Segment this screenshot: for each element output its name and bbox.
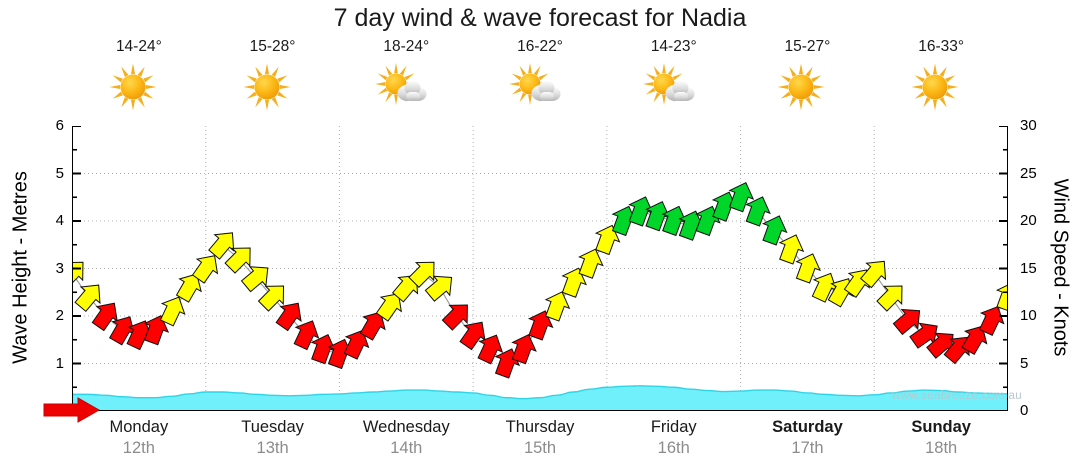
day-temperature-range: 15-28° [249, 38, 296, 55]
day-header-wednesday: 18-24° [339, 36, 473, 128]
day-temperature-range: 16-33° [918, 38, 965, 55]
sunny-icon [108, 62, 170, 114]
day-temperature-range: 16-22° [517, 38, 563, 55]
partly-cloudy-icon [509, 62, 571, 114]
y-tick-right: 10 [1020, 307, 1037, 324]
day-name-label: Saturday [772, 418, 843, 436]
day-name-label: Sunday [911, 418, 971, 436]
page-title: 7 day wind & wave forecast for Nadia [333, 4, 747, 32]
day-header-saturday: 15-27° [741, 36, 875, 128]
plot-area [72, 126, 1008, 411]
day-header-strip: 14-24° 15-28° 18-24° 16-22° 14-23° 15-27° 16-3… [72, 36, 1008, 128]
day-date-label: 18th [925, 439, 958, 457]
day-footer-tuesday: Tuesday 13th [206, 416, 340, 472]
day-footer-monday: Monday 12th [72, 416, 206, 472]
now-marker-icon [43, 397, 101, 423]
y-tick-right: 30 [1020, 117, 1037, 134]
y-tick-left: 2 [55, 307, 64, 324]
day-temperature-range: 18-24° [383, 38, 430, 55]
day-name-label: Thursday [505, 418, 575, 436]
sunny-icon [242, 62, 304, 114]
day-date-label: 15th [523, 439, 557, 457]
y-tick-left: 6 [55, 117, 64, 134]
sunny-icon [776, 62, 838, 114]
y-tick-right: 15 [1020, 259, 1037, 277]
day-temperature-range: 14-24° [115, 38, 162, 55]
day-header-monday: 14-24° [72, 36, 206, 128]
y-tick-right: 0 [1020, 402, 1029, 419]
y-tick-left: 1 [55, 354, 64, 372]
day-date-label: 17th [791, 439, 824, 457]
day-name-label: Monday [109, 418, 169, 436]
sunny-icon [910, 62, 972, 114]
y-tick-right: 5 [1020, 354, 1029, 372]
day-footer-friday: Friday 16th [607, 416, 741, 472]
day-date-label: 14th [390, 439, 423, 457]
forecast-plot-svg [72, 126, 1008, 411]
day-footer-sunday: Sunday 18th [874, 416, 1008, 472]
seabreeze-watermark: www.seabreeze.com.au [892, 390, 1023, 402]
day-header-tuesday: 15-28° [206, 36, 340, 128]
day-date-label: 16th [657, 439, 690, 457]
y-tick-right: 20 [1020, 212, 1037, 229]
day-footer-thursday: Thursday 15th [473, 416, 607, 472]
day-temperature-range: 15-27° [784, 38, 831, 55]
y-tick-left: 4 [55, 212, 64, 229]
day-name-label: Friday [650, 418, 697, 436]
day-footer-wednesday: Wednesday 14th [339, 416, 473, 472]
day-name-label: Wednesday [362, 418, 450, 436]
y-tick-left: 3 [55, 259, 64, 277]
y-tick-right: 25 [1020, 164, 1037, 182]
partly-cloudy-icon [642, 62, 705, 114]
day-date-label: 12th [122, 439, 155, 457]
day-date-label: 13th [256, 439, 289, 457]
day-header-friday: 14-23° [607, 36, 741, 128]
day-header-thursday: 16-22° [473, 36, 607, 128]
day-name-label: Tuesday [241, 418, 304, 436]
day-header-sunday: 16-33° [874, 36, 1008, 128]
day-footer-saturday: Saturday 17th [741, 416, 875, 472]
y-tick-left: 5 [55, 164, 64, 182]
day-temperature-range: 14-23° [650, 38, 697, 55]
day-footer-strip: Monday 12th Tuesday 13th Wednesday 14th Thursd… [72, 416, 1008, 472]
partly-cloudy-icon [375, 62, 437, 114]
